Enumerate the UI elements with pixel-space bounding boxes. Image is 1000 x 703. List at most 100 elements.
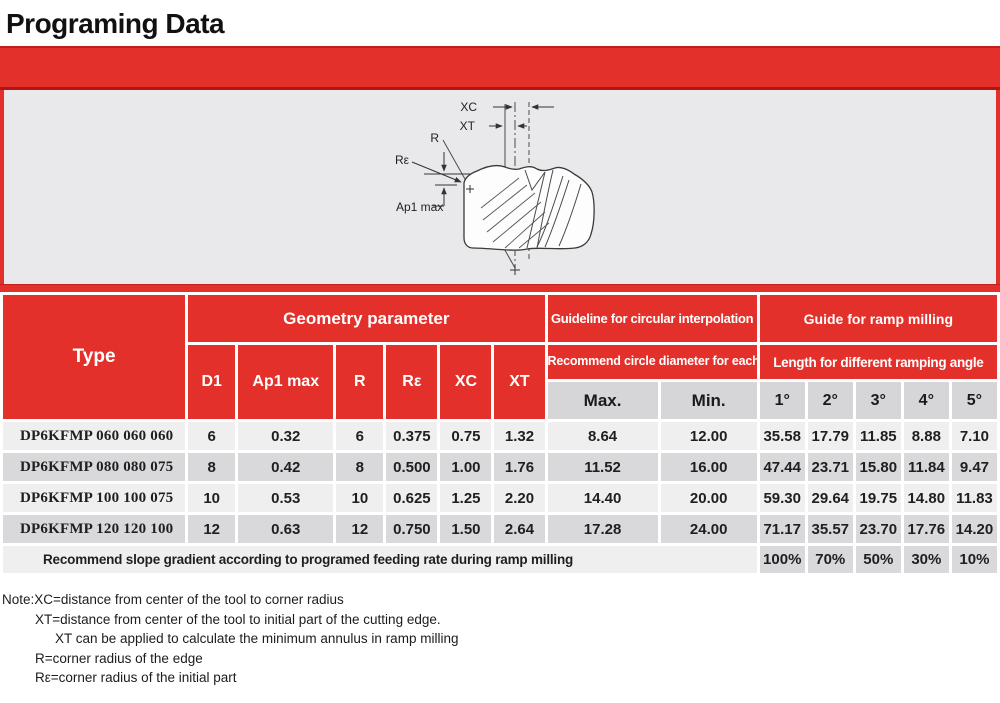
value-cell: 0.750 [386,515,438,543]
footnotes: Note:XC=distance from center of the tool… [0,576,1000,688]
value-cell: 11.83 [951,484,997,512]
page-title: Programing Data [6,8,225,39]
note-line: R=corner radius of the edge [35,650,203,666]
value-cell: 59.30 [759,484,805,512]
value-cell: 6 [188,422,236,450]
group-header-geometry: Geometry parameter [188,295,545,342]
value-cell: 17.76 [903,515,949,543]
value-cell: 35.58 [759,422,805,450]
header-unit-row: Max. Min. 1° 2° 3° 4° 5° [3,382,997,419]
value-cell: 9.47 [951,453,997,481]
value-cell: 12 [188,515,236,543]
value-cell: 17.79 [807,422,853,450]
label-ap1max: Ap1 max [396,200,443,214]
value-cell: 1.32 [494,422,545,450]
slope-pct-cell: 70% [807,546,853,573]
value-cell: 1.50 [440,515,492,543]
value-cell: 11.84 [903,453,949,481]
col-header-xt: XT [494,345,545,419]
value-cell: 8 [336,453,384,481]
value-cell: 15.80 [855,453,901,481]
value-cell: 35.57 [807,515,853,543]
group-header-circular-interpolation: Guideline for circular interpolation [547,295,757,342]
value-cell: 1.76 [494,453,545,481]
slope-pct-cell: 30% [903,546,949,573]
col-header-angle-3: 3° [855,382,901,419]
diagram-section: XC XT R Rε Ap1 max [0,90,1000,284]
value-cell: 16.00 [660,453,757,481]
col-header-r: R [336,345,384,419]
header-sub-row: D1 Ap1 max R Rε XC XT Recommend circle d… [3,345,997,419]
col-header-d1: D1 [188,345,236,419]
value-cell: 19.75 [855,484,901,512]
note-line: Note:XC=distance from center of the tool… [2,592,344,607]
table-row: DP6KFMP 120 120 100 12 0.63 12 0.750 1.5… [3,515,997,543]
label-re: Rε [395,153,410,167]
value-cell: 8.88 [903,422,949,450]
value-cell: 0.63 [238,515,334,543]
value-cell: 47.44 [759,453,805,481]
col-header-xc: XC [440,345,492,419]
value-cell: 12 [336,515,384,543]
value-cell: 0.375 [386,422,438,450]
value-cell: 14.40 [547,484,658,512]
slope-pct-cell: 10% [951,546,997,573]
value-cell: 11.85 [855,422,901,450]
tool-diagram: XC XT R Rε Ap1 max [395,100,595,275]
value-cell: 0.42 [238,453,334,481]
insert-hatching [480,177,550,249]
subheader-circle-diameter: Recommend circle diameter for each feed [547,345,757,379]
header-group-row: Type Geometry parameter Guideline for ci… [3,295,997,419]
value-cell: 17.28 [547,515,658,543]
value-cell: 11.52 [547,453,658,481]
table-row: DP6KFMP 080 080 075 8 0.42 8 0.500 1.00 … [3,453,997,481]
type-cell: DP6KFMP 080 080 075 [3,453,186,481]
value-cell: 24.00 [660,515,757,543]
value-cell: 0.625 [386,484,438,512]
type-cell: DP6KFMP 060 060 060 [3,422,186,450]
label-xt: XT [460,119,476,133]
red-strip [0,284,1000,292]
note-line: XT can be applied to calculate the minim… [55,631,459,646]
type-cell: DP6KFMP 120 120 100 [3,515,186,543]
col-header-angle-2: 2° [807,382,853,419]
value-cell: 14.20 [951,515,997,543]
col-header-min: Min. [660,382,757,419]
value-cell: 6 [336,422,384,450]
slope-pct-cell: 100% [759,546,805,573]
red-banner [0,46,1000,90]
value-cell: 0.32 [238,422,334,450]
value-cell: 29.64 [807,484,853,512]
value-cell: 0.500 [386,453,438,481]
value-cell: 20.00 [660,484,757,512]
value-cell: 2.20 [494,484,545,512]
value-cell: 71.17 [759,515,805,543]
slope-gradient-label: Recommend slope gradient according to pr… [3,546,757,573]
col-header-max: Max. [547,382,658,419]
col-header-type: Type [3,295,186,419]
insert-flute-lines [524,169,582,249]
subheader-ramping-angle: Length for different ramping angle [759,345,997,379]
value-cell: 10 [336,484,384,512]
value-cell: 1.25 [440,484,492,512]
label-xc: XC [460,100,477,114]
programming-data-table: Type Geometry parameter Guideline for ci… [0,292,1000,576]
value-cell: 8 [188,453,236,481]
value-cell: 23.70 [855,515,901,543]
value-cell: 10 [188,484,236,512]
col-header-angle-5: 5° [951,382,997,419]
col-header-angle-1: 1° [759,382,805,419]
slope-gradient-row: Recommend slope gradient according to pr… [3,546,997,573]
value-cell: 8.64 [547,422,658,450]
value-cell: 0.53 [238,484,334,512]
table-row: DP6KFMP 060 060 060 6 0.32 6 0.375 0.75 … [3,422,997,450]
slope-pct-cell: 50% [855,546,901,573]
insert-outline [463,164,595,251]
re-leader-line [411,161,462,183]
value-cell: 2.64 [494,515,545,543]
label-r: R [430,131,439,145]
col-header-angle-4: 4° [903,382,949,419]
value-cell: 1.00 [440,453,492,481]
value-cell: 0.75 [440,422,492,450]
col-header-re: Rε [386,345,438,419]
